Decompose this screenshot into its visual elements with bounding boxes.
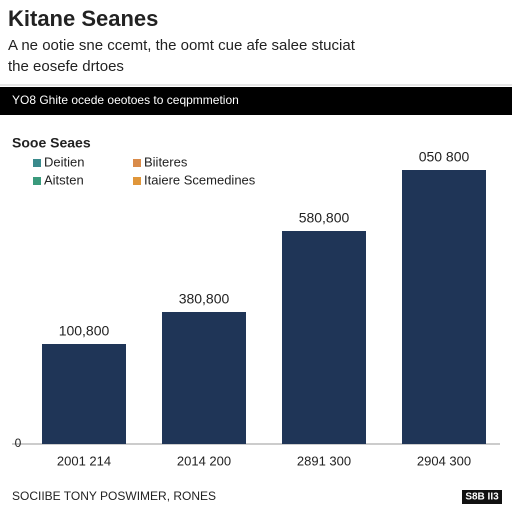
bar-annotation: 380,800: [179, 291, 230, 307]
legend-swatch: [33, 177, 41, 185]
bar: [162, 312, 246, 444]
y-tick-label: 0: [15, 436, 22, 450]
bar-annotation: 050 800: [419, 149, 470, 165]
bar-annotation: 580,800: [299, 210, 350, 226]
x-tick-label: 2904 300: [417, 453, 471, 468]
legend-swatch: [33, 159, 41, 167]
logo-bg: [462, 490, 502, 504]
subtitle: A ne ootie sne ccemt, the oomt cue afe s…: [8, 37, 356, 54]
bar: [402, 170, 486, 444]
legend-label: Itaiere Scemedines: [144, 172, 256, 187]
subtitle: the eosefe drtoes: [8, 58, 124, 75]
banner: YO8 Ghite ocede oeotoes to ceqpmmetion: [12, 93, 239, 107]
x-tick-label: 2001 214: [57, 453, 111, 468]
legend-swatch: [133, 159, 141, 167]
chart-title: Kitane Seanes: [8, 6, 158, 31]
bar-annotation: 100,800: [59, 323, 110, 339]
legend-label: Aitsten: [44, 172, 84, 187]
x-tick-label: 2891 300: [297, 453, 351, 468]
bar: [42, 344, 126, 444]
legend-label: Biiteres: [144, 154, 188, 169]
legend-swatch: [133, 177, 141, 185]
legend-title: Sooe Seaes: [12, 135, 91, 151]
banner-bg: [0, 87, 512, 115]
source: SOCIIBE TONY POSWIMER, RONES: [12, 489, 216, 503]
logo: S8B II3: [465, 492, 499, 503]
bar: [282, 231, 366, 444]
legend-label: Deitien: [44, 154, 84, 169]
x-tick-label: 2014 200: [177, 453, 231, 468]
